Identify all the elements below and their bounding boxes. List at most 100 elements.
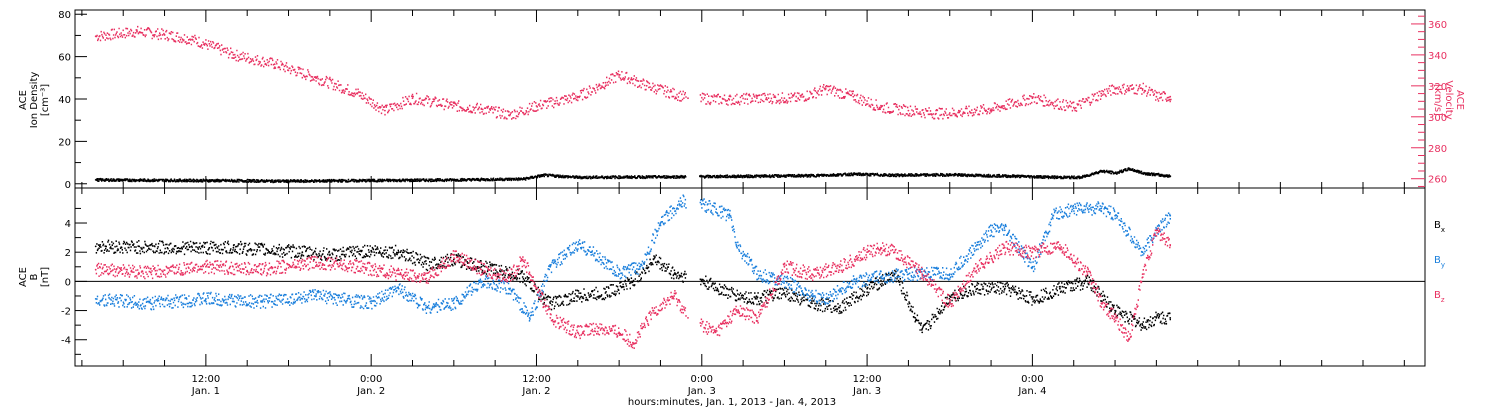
data-point-left — [576, 176, 579, 179]
data-point-bx — [328, 254, 331, 256]
data-point-bx — [1003, 287, 1006, 290]
series-velocity — [95, 25, 1172, 120]
data-point-by — [1052, 214, 1054, 217]
data-point-bx — [700, 280, 703, 283]
data-point-right — [880, 106, 882, 109]
data-point-by — [397, 287, 400, 290]
b-tick-label: -2 — [61, 307, 71, 318]
velocity-axis-label-line: Velocity — [1443, 80, 1454, 119]
data-point-bz — [673, 295, 676, 297]
x-axis-title: hours:minutes, Jan. 1, 2013 - Jan. 4, 20… — [628, 397, 836, 408]
data-point-bz — [838, 265, 841, 268]
data-point-right — [1127, 88, 1130, 90]
b-axis-label: ACE B [nT] — [18, 267, 51, 287]
data-point-by — [880, 276, 882, 278]
data-point-left — [1141, 172, 1144, 175]
data-point-by — [590, 251, 593, 254]
data-point-right — [990, 108, 992, 110]
data-point-right — [1114, 88, 1116, 90]
data-point-bz — [1127, 338, 1130, 341]
series-ion-density — [95, 167, 1172, 184]
data-point-left — [452, 179, 455, 181]
data-point-by — [618, 273, 620, 275]
data-point-by — [1072, 207, 1075, 210]
x-tick-time: 12:00 — [191, 374, 220, 385]
data-point-bz — [597, 327, 600, 329]
data-point-by — [1100, 207, 1103, 210]
data-point-bx — [673, 273, 676, 275]
data-point-right — [962, 111, 965, 114]
data-point-right — [907, 109, 910, 112]
b-tick-label: 2 — [65, 248, 71, 259]
data-point-bx — [632, 280, 634, 283]
data-point-left — [852, 173, 855, 176]
data-point-right — [852, 95, 855, 98]
data-point-bz — [948, 302, 951, 305]
data-point-right — [452, 105, 455, 107]
velocity-tick-label: 280 — [1428, 144, 1447, 155]
data-point-by — [452, 302, 455, 305]
data-point-by — [638, 265, 641, 268]
density-tick-label: 60 — [58, 53, 71, 64]
data-point-bx — [177, 246, 180, 249]
x-tick-day: Jan. 3 — [687, 386, 716, 397]
data-point-by — [852, 280, 855, 283]
density-tick-label: 80 — [58, 10, 71, 21]
x-tick-day: Jan. 2 — [356, 386, 385, 397]
data-point-by — [1003, 229, 1006, 232]
series-bx — [95, 239, 1171, 331]
legend-subscript: x — [1441, 226, 1445, 234]
data-point-by — [94, 298, 97, 300]
data-point-bz — [1169, 244, 1172, 246]
density-axis-label-line: ACE — [18, 90, 29, 110]
series-by — [95, 194, 1171, 322]
series-bz — [95, 227, 1171, 349]
x-tick-time: 0:00 — [1021, 374, 1043, 385]
data-point-bx — [1031, 298, 1034, 300]
b-tick-label: 0 — [65, 277, 71, 288]
data-point-left — [948, 174, 951, 176]
data-point-by — [508, 287, 510, 290]
density-tick-label: 40 — [58, 95, 71, 106]
data-point-right — [508, 114, 510, 117]
data-point-by — [990, 229, 992, 232]
velocity-axis-label-line: ACE — [1454, 90, 1465, 110]
data-point-by — [1141, 251, 1144, 254]
data-point-bz — [1141, 273, 1144, 275]
data-point-right — [728, 98, 731, 101]
data-point-right — [1169, 95, 1172, 98]
b-axis-label-line: B — [29, 273, 40, 280]
legend-bx: Bx — [1434, 220, 1445, 234]
data-point-right — [604, 81, 607, 84]
data-point-bx — [811, 302, 813, 305]
data-point-bz — [1155, 229, 1158, 232]
data-point-bx — [756, 298, 758, 300]
data-point-bx — [94, 245, 97, 248]
data-point-bz — [521, 258, 524, 261]
data-point-bx — [576, 295, 579, 297]
density-tick-label: 0 — [65, 180, 71, 191]
x-tick-time: 0:00 — [691, 374, 713, 385]
data-point-bz — [1031, 251, 1034, 254]
x-tick-time: 12:00 — [853, 374, 882, 385]
velocity-tick-label: 260 — [1428, 175, 1447, 186]
data-point-by — [480, 280, 483, 283]
data-point-bz — [149, 271, 152, 274]
data-point-bz — [1086, 273, 1089, 275]
density-tick-label: 20 — [58, 137, 71, 148]
data-point-bx — [866, 287, 868, 290]
data-point-bx — [1155, 317, 1158, 319]
x-tick-day: Jan. 3 — [852, 386, 881, 397]
data-point-bz — [866, 251, 868, 254]
data-point-right — [687, 97, 689, 100]
data-point-bx — [370, 249, 373, 252]
data-point-right — [756, 97, 758, 100]
data-point-by — [576, 244, 579, 246]
data-point-by — [205, 298, 207, 300]
data-point-right — [618, 74, 620, 76]
data-point-by — [1169, 214, 1172, 217]
data-point-right — [797, 97, 800, 100]
